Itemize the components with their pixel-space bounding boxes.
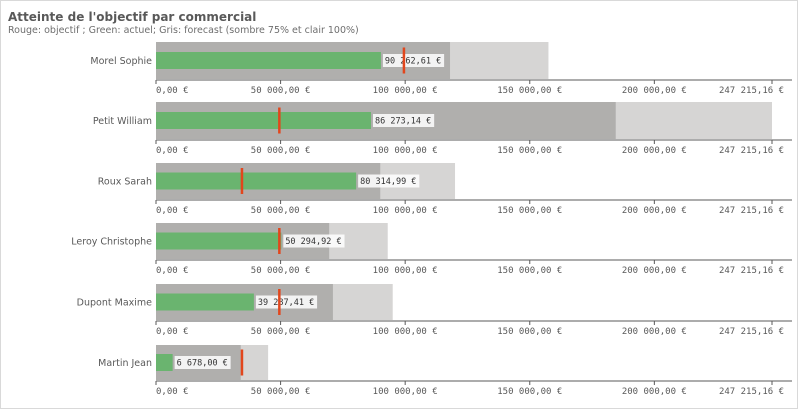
x-tick-label: 150 000,00 € bbox=[497, 266, 562, 276]
target-marker bbox=[278, 228, 281, 254]
x-tick-label: 150 000,00 € bbox=[497, 86, 562, 96]
target-marker bbox=[278, 107, 281, 134]
category-label: Roux Sarah bbox=[98, 177, 152, 188]
x-tick-label: 0,00 € bbox=[156, 327, 189, 337]
value-label-background bbox=[283, 234, 345, 248]
category-label: Martin Jean bbox=[98, 358, 152, 369]
x-tick-label: 200 000,00 € bbox=[622, 146, 687, 156]
value-label-background bbox=[255, 295, 318, 309]
x-tick-label: 150 000,00 € bbox=[497, 327, 562, 337]
x-tick-label: 50 000,00 € bbox=[251, 327, 311, 337]
value-label: 6 678,00 € bbox=[177, 359, 228, 369]
x-tick-label: 150 000,00 € bbox=[497, 146, 562, 156]
x-tick-label: 100 000,00 € bbox=[373, 266, 438, 276]
value-label: 39 287,41 € bbox=[258, 298, 314, 308]
x-tick-label: 0,00 € bbox=[156, 86, 189, 96]
chart-subtitle: Rouge: objectif ; Green: actuel; Gris: f… bbox=[8, 25, 359, 36]
x-tick-label: 100 000,00 € bbox=[373, 206, 438, 216]
x-tick-label: 247 215,16 € bbox=[719, 327, 784, 337]
actual-bar bbox=[156, 232, 282, 250]
x-tick-label: 50 000,00 € bbox=[251, 387, 311, 397]
target-marker bbox=[240, 168, 244, 194]
target-marker bbox=[278, 289, 281, 315]
x-tick-label: 247 215,16 € bbox=[719, 266, 784, 276]
value-label: 80 314,99 € bbox=[360, 177, 416, 187]
value-label: 50 294,92 € bbox=[285, 237, 341, 247]
x-tick-label: 50 000,00 € bbox=[251, 206, 311, 216]
x-tick-label: 0,00 € bbox=[156, 266, 189, 276]
x-tick-label: 150 000,00 € bbox=[497, 387, 562, 397]
value-label: 86 273,14 € bbox=[375, 117, 431, 127]
actual-bar bbox=[156, 172, 357, 190]
category-label: Dupont Maxime bbox=[77, 298, 152, 309]
actual-bar bbox=[156, 354, 173, 371]
value-label-background bbox=[382, 54, 445, 67]
x-tick-label: 50 000,00 € bbox=[251, 146, 311, 156]
x-tick-label: 100 000,00 € bbox=[373, 86, 438, 96]
x-tick-label: 247 215,16 € bbox=[719, 86, 784, 96]
actual-bar bbox=[156, 52, 381, 69]
x-tick-label: 200 000,00 € bbox=[622, 86, 687, 96]
category-label: Morel Sophie bbox=[90, 56, 152, 67]
x-tick-label: 100 000,00 € bbox=[373, 327, 438, 337]
x-tick-label: 100 000,00 € bbox=[373, 387, 438, 397]
chart-title: Atteinte de l'objectif par commercial bbox=[8, 10, 257, 24]
x-tick-label: 200 000,00 € bbox=[622, 387, 687, 397]
x-tick-label: 200 000,00 € bbox=[622, 266, 687, 276]
x-tick-label: 0,00 € bbox=[156, 387, 189, 397]
target-marker bbox=[240, 349, 244, 376]
x-tick-label: 50 000,00 € bbox=[251, 266, 311, 276]
target-marker bbox=[402, 47, 406, 74]
x-tick-label: 200 000,00 € bbox=[622, 206, 687, 216]
x-tick-label: 100 000,00 € bbox=[373, 146, 438, 156]
x-tick-label: 0,00 € bbox=[156, 146, 189, 156]
actual-bar bbox=[156, 293, 254, 311]
x-tick-label: 150 000,00 € bbox=[497, 206, 562, 216]
x-tick-label: 247 215,16 € bbox=[719, 206, 784, 216]
x-tick-label: 247 215,16 € bbox=[719, 146, 784, 156]
category-label: Leroy Christophe bbox=[71, 237, 152, 248]
value-label-background bbox=[358, 174, 420, 188]
category-label: Petit William bbox=[93, 116, 152, 127]
x-tick-label: 0,00 € bbox=[156, 206, 189, 216]
x-tick-label: 200 000,00 € bbox=[622, 327, 687, 337]
x-tick-label: 50 000,00 € bbox=[251, 86, 311, 96]
actual-bar bbox=[156, 112, 371, 129]
x-tick-label: 247 215,16 € bbox=[719, 387, 784, 397]
value-label-background bbox=[372, 114, 435, 127]
value-label: 90 262,61 € bbox=[385, 57, 441, 67]
value-label-background bbox=[174, 356, 231, 369]
